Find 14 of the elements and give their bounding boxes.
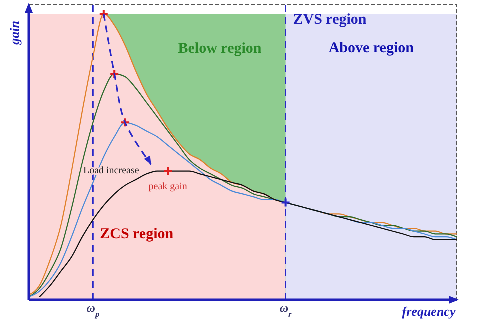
- point: [110, 69, 120, 80]
- series-label: Above region: [328, 40, 415, 56]
- annotation: peak gain: [148, 181, 188, 192]
- point: [120, 118, 130, 128]
- x-tick-label: ω$_{r}$: [280, 301, 293, 318]
- x-tick-label: ω$_{p}$: [86, 301, 100, 318]
- point: [98, 9, 109, 19]
- y-axis-title: gain: [7, 21, 22, 46]
- point: [280, 198, 291, 208]
- series-label: ZCS region: [100, 226, 174, 242]
- annotation: ZVS region: [293, 12, 368, 28]
- x-axis-title: frequency: [402, 304, 456, 319]
- point: [163, 166, 174, 176]
- annotation: Below region: [178, 41, 262, 57]
